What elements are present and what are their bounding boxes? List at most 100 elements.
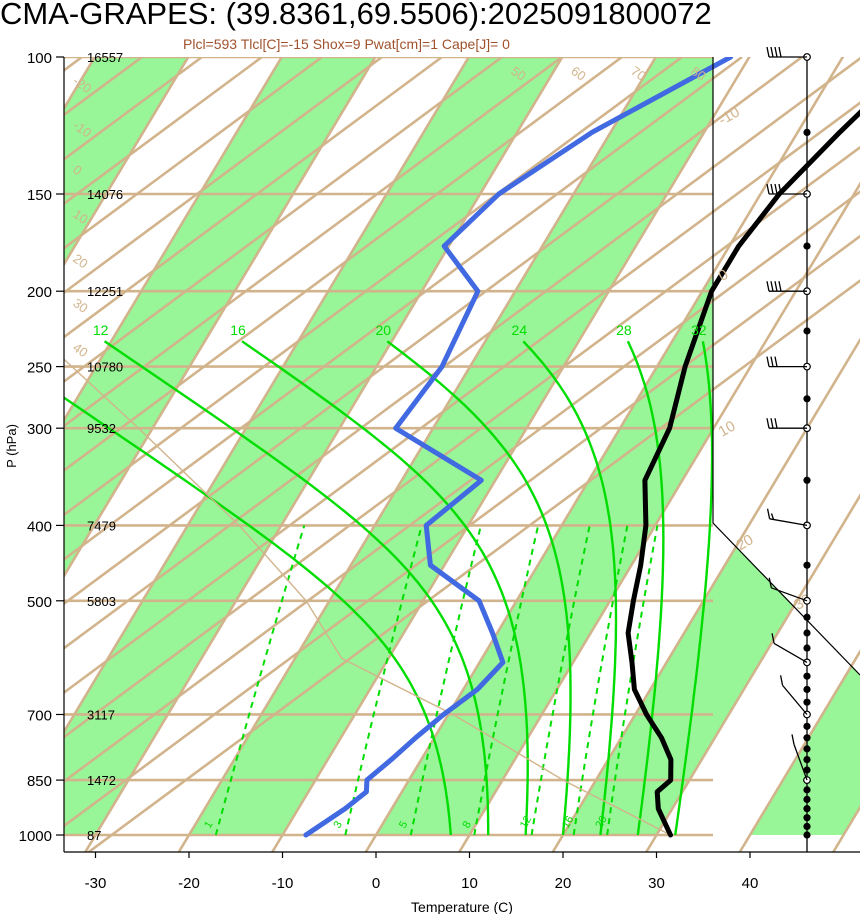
isotherm-line — [271, 57, 751, 852]
pressure-tick-label: 400 — [27, 518, 52, 535]
dry-adiabat-line — [64, 234, 860, 828]
dry-adiabat-line — [64, 57, 860, 650]
dry-adiabat-label: 80 — [688, 63, 708, 84]
wind-barb-shaft — [769, 518, 808, 527]
height-label: 10780 — [87, 360, 123, 375]
mixing-ratio-label: 5 — [397, 819, 410, 830]
mixing-ratio-label: 1 — [202, 819, 215, 830]
moist-adiabat-label: 20 — [375, 322, 391, 338]
dry-adiabat-line — [64, 57, 623, 472]
wind-level-dot — [803, 805, 811, 813]
isotherm-band — [64, 57, 860, 835]
temperature-tick-label: 20 — [555, 875, 572, 892]
wind-barb-shaft — [793, 744, 808, 781]
mixing-ratio-label: 3 — [331, 819, 344, 830]
mixing-ratio-line — [530, 525, 591, 836]
wind-barb-feather — [770, 356, 774, 367]
wind-barb-feather — [770, 281, 774, 292]
pressure-tick-label: 1000 — [19, 828, 52, 845]
dry-adiabat-label: 70 — [628, 63, 648, 84]
wind-barb-feather — [766, 281, 770, 292]
wind-barb-feather — [774, 183, 778, 195]
wind-level-dot — [803, 756, 811, 764]
dry-adiabat-line — [64, 57, 323, 250]
moist-adiabat-line — [386, 340, 572, 836]
height-label: 5803 — [87, 594, 116, 609]
dry-adiabat-line — [64, 101, 860, 695]
isotherm-line — [64, 57, 377, 579]
isotherm-line — [177, 57, 658, 852]
mixing-ratio-line — [409, 525, 482, 836]
moist-adiabat-line — [241, 340, 529, 836]
wind-level-dot — [803, 786, 811, 794]
dry-adiabat-line — [64, 57, 443, 339]
moist-adiabat-label: 24 — [512, 322, 528, 338]
mixing-ratio-label: 12 — [518, 814, 535, 831]
wind-level-dot — [803, 644, 811, 652]
isotherm-label: 10 — [716, 418, 739, 441]
reference-grid — [64, 57, 860, 852]
wind-profile — [766, 46, 811, 852]
wind-level-dot — [803, 685, 811, 694]
pressure-tick-label: 850 — [27, 773, 52, 790]
temperature-tick-label: 10 — [461, 875, 478, 892]
pressure-tick-label: 200 — [27, 284, 52, 301]
temperature-tick-label: 40 — [742, 875, 759, 892]
moist-adiabat-line — [522, 340, 618, 836]
wind-barb-feather — [774, 356, 778, 367]
wind-level-dot — [803, 561, 811, 569]
wind-level-dot — [803, 698, 811, 706]
isotherm-label: 20 — [733, 531, 756, 554]
height-label: 12251 — [87, 284, 123, 299]
wind-barb-feather — [771, 633, 775, 644]
isotherm-line — [645, 493, 860, 852]
dry-adiabat-label: 30 — [70, 295, 90, 316]
parcel-path — [64, 358, 671, 836]
wind-barb-feather — [770, 183, 774, 195]
dry-adiabat-label: 10 — [70, 206, 90, 227]
wind-barb-feather — [766, 508, 771, 519]
temperature-tick-label: 30 — [648, 875, 665, 892]
height-label: 3117 — [87, 707, 115, 722]
isotherm-band — [189, 57, 860, 835]
moist-adiabat-line — [103, 340, 490, 835]
wind-barb-feather — [778, 281, 782, 292]
dry-adiabat-label: 50 — [508, 63, 528, 84]
mixing-ratio-lines — [214, 525, 659, 836]
dewpoint-profile — [303, 57, 734, 838]
wind-level-dot — [803, 722, 811, 730]
pressure-tick-label: 150 — [27, 187, 52, 204]
diagram-boundary — [63, 57, 860, 853]
y-axis-label: P (hPa) — [4, 424, 19, 468]
isotherm-line — [458, 181, 860, 852]
wind-level-dot — [803, 822, 811, 831]
wind-barb-feather — [768, 577, 772, 588]
wind-level-dot — [803, 734, 811, 742]
wind-barb-shaft — [773, 642, 808, 663]
height-label: 1472 — [87, 773, 116, 788]
dry-adiabat-line — [64, 57, 263, 206]
isotherm-line — [364, 57, 845, 852]
wind-level-dot — [803, 395, 811, 403]
temperature-tick-label: 0 — [372, 875, 380, 892]
wind-barb-feather — [766, 183, 770, 195]
dry-adiabat-label: 20 — [70, 251, 90, 272]
dry-adiabat-line — [64, 190, 860, 784]
dry-adiabat-line — [64, 57, 503, 384]
wind-barb-feather — [766, 46, 770, 58]
pressure-tick-label: 700 — [27, 707, 52, 724]
wind-barb-feather — [774, 418, 778, 429]
wind-barb-feather — [766, 418, 770, 429]
mixing-ratio-label: 20 — [593, 814, 610, 831]
wind-level-dot — [803, 795, 811, 804]
isotherm-label: 30 — [791, 591, 814, 614]
pressure-tick-label: 250 — [27, 360, 52, 377]
chart-subtitle: Plcl=593 Tlcl[C]=-15 Shox=9 Pwat[cm]=1 C… — [183, 36, 510, 52]
temperature-profile — [625, 109, 860, 838]
moist-adiabat-label: 16 — [230, 322, 246, 338]
wind-level-dot — [803, 766, 811, 774]
wind-level-dot — [803, 745, 811, 753]
wind-level-dot — [803, 613, 811, 621]
